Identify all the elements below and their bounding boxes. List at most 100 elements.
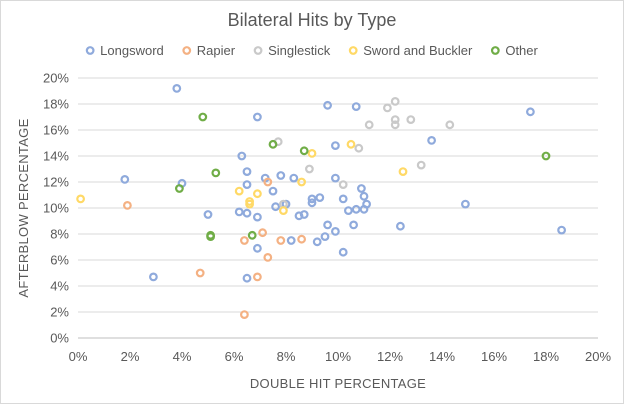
point-longsword [351,102,361,111]
point-other [206,232,216,242]
y-tick-label: 8% [50,227,69,242]
point-singlestick [383,103,392,113]
y-tick-label: 4% [50,279,69,294]
y-tick-label: 2% [50,305,69,320]
x-tick-label: 6% [225,349,244,364]
point-sword-and-buckler [245,199,255,209]
point-singlestick [354,143,364,153]
point-longsword [312,237,322,247]
point-longsword [242,273,252,283]
x-tick-label: 10% [325,349,351,364]
point-longsword [294,211,304,221]
point-longsword [338,247,348,257]
point-longsword [362,199,372,209]
point-longsword [148,272,158,282]
legend-label: Sword and Buckler [363,43,473,58]
y-tick-label: 10% [43,201,69,216]
point-longsword [349,220,359,230]
point-sword-and-buckler [346,139,356,149]
point-longsword [252,243,262,253]
point-sword-and-buckler [234,186,244,196]
point-singlestick [305,164,314,174]
point-rapier [195,268,205,278]
legend-marker [253,46,263,55]
point-longsword [359,191,369,201]
point-rapier [276,236,286,245]
y-tick-label: 18% [43,97,69,112]
point-other [299,146,309,156]
point-longsword [234,207,244,217]
point-sword-and-buckler [307,148,317,158]
point-longsword [357,184,366,193]
point-longsword [331,226,340,236]
point-longsword [557,225,566,235]
point-longsword [320,232,330,242]
point-longsword [252,112,262,122]
x-tick-label: 12% [377,349,403,364]
point-singlestick [406,115,416,124]
gridlines [78,77,598,339]
point-sword-and-buckler [279,206,288,216]
point-sword-and-buckler [76,194,85,204]
point-longsword [315,193,325,203]
y-tick-label: 0% [50,331,69,346]
y-tick-labels: 0% 2% 4% 6% 8% 10% 12% 14% 16% 18% 20% [43,71,69,346]
x-tick-label: 16% [481,349,507,364]
point-longsword [172,83,182,93]
y-tick-label: 6% [50,253,69,268]
point-longsword [286,236,296,245]
x-tick-label: 8% [277,349,296,364]
point-singlestick [416,160,426,170]
point-rapier [297,234,307,244]
point-other [211,168,221,178]
y-tick-label: 12% [43,175,69,190]
point-longsword [396,221,405,231]
legend-label: Longsword [100,43,164,58]
point-longsword [344,206,353,216]
legend-label: Rapier [197,43,236,58]
point-other [268,139,278,149]
data-points [76,83,566,320]
point-rapier [239,236,249,245]
point-other [174,184,184,193]
x-tick-labels: 0% 2% 4% 6% 8% 10% 12% 14% 16% 18% 20% [69,349,612,364]
point-longsword [268,186,278,196]
x-tick-label: 20% [585,349,611,364]
point-singlestick [390,96,400,106]
point-longsword [427,135,437,145]
point-longsword [526,107,535,117]
point-other [541,151,551,161]
legend: Longsword Rapier Singlestick Sword and Buck… [85,43,539,58]
point-longsword [242,208,252,218]
point-rapier [263,177,273,187]
point-rapier [239,310,249,320]
point-rapier [258,228,268,238]
point-longsword [461,199,470,209]
point-singlestick [364,120,374,130]
point-sword-and-buckler [398,167,408,177]
x-tick-label: 18% [533,349,559,364]
legend-marker [348,46,358,55]
x-tick-label: 0% [69,349,88,364]
y-axis-title: AFTERBLOW PERCENTAGE [16,118,31,297]
point-longsword [289,173,299,183]
point-longsword [323,100,333,110]
point-longsword [271,202,281,212]
y-tick-label: 14% [43,149,69,164]
point-rapier [122,200,132,210]
legend-label: Singlestick [268,43,331,58]
point-longsword [242,167,252,177]
point-singlestick [390,115,400,124]
y-tick-label: 20% [43,71,69,86]
point-sword-and-buckler [252,189,262,199]
point-longsword [307,198,317,208]
point-longsword [299,210,309,219]
point-singlestick [445,120,455,130]
x-tick-label: 14% [429,349,455,364]
point-longsword [276,171,286,180]
point-longsword [331,173,340,183]
point-longsword [242,180,252,190]
legend-label: Other [505,43,538,58]
point-other [247,230,257,240]
